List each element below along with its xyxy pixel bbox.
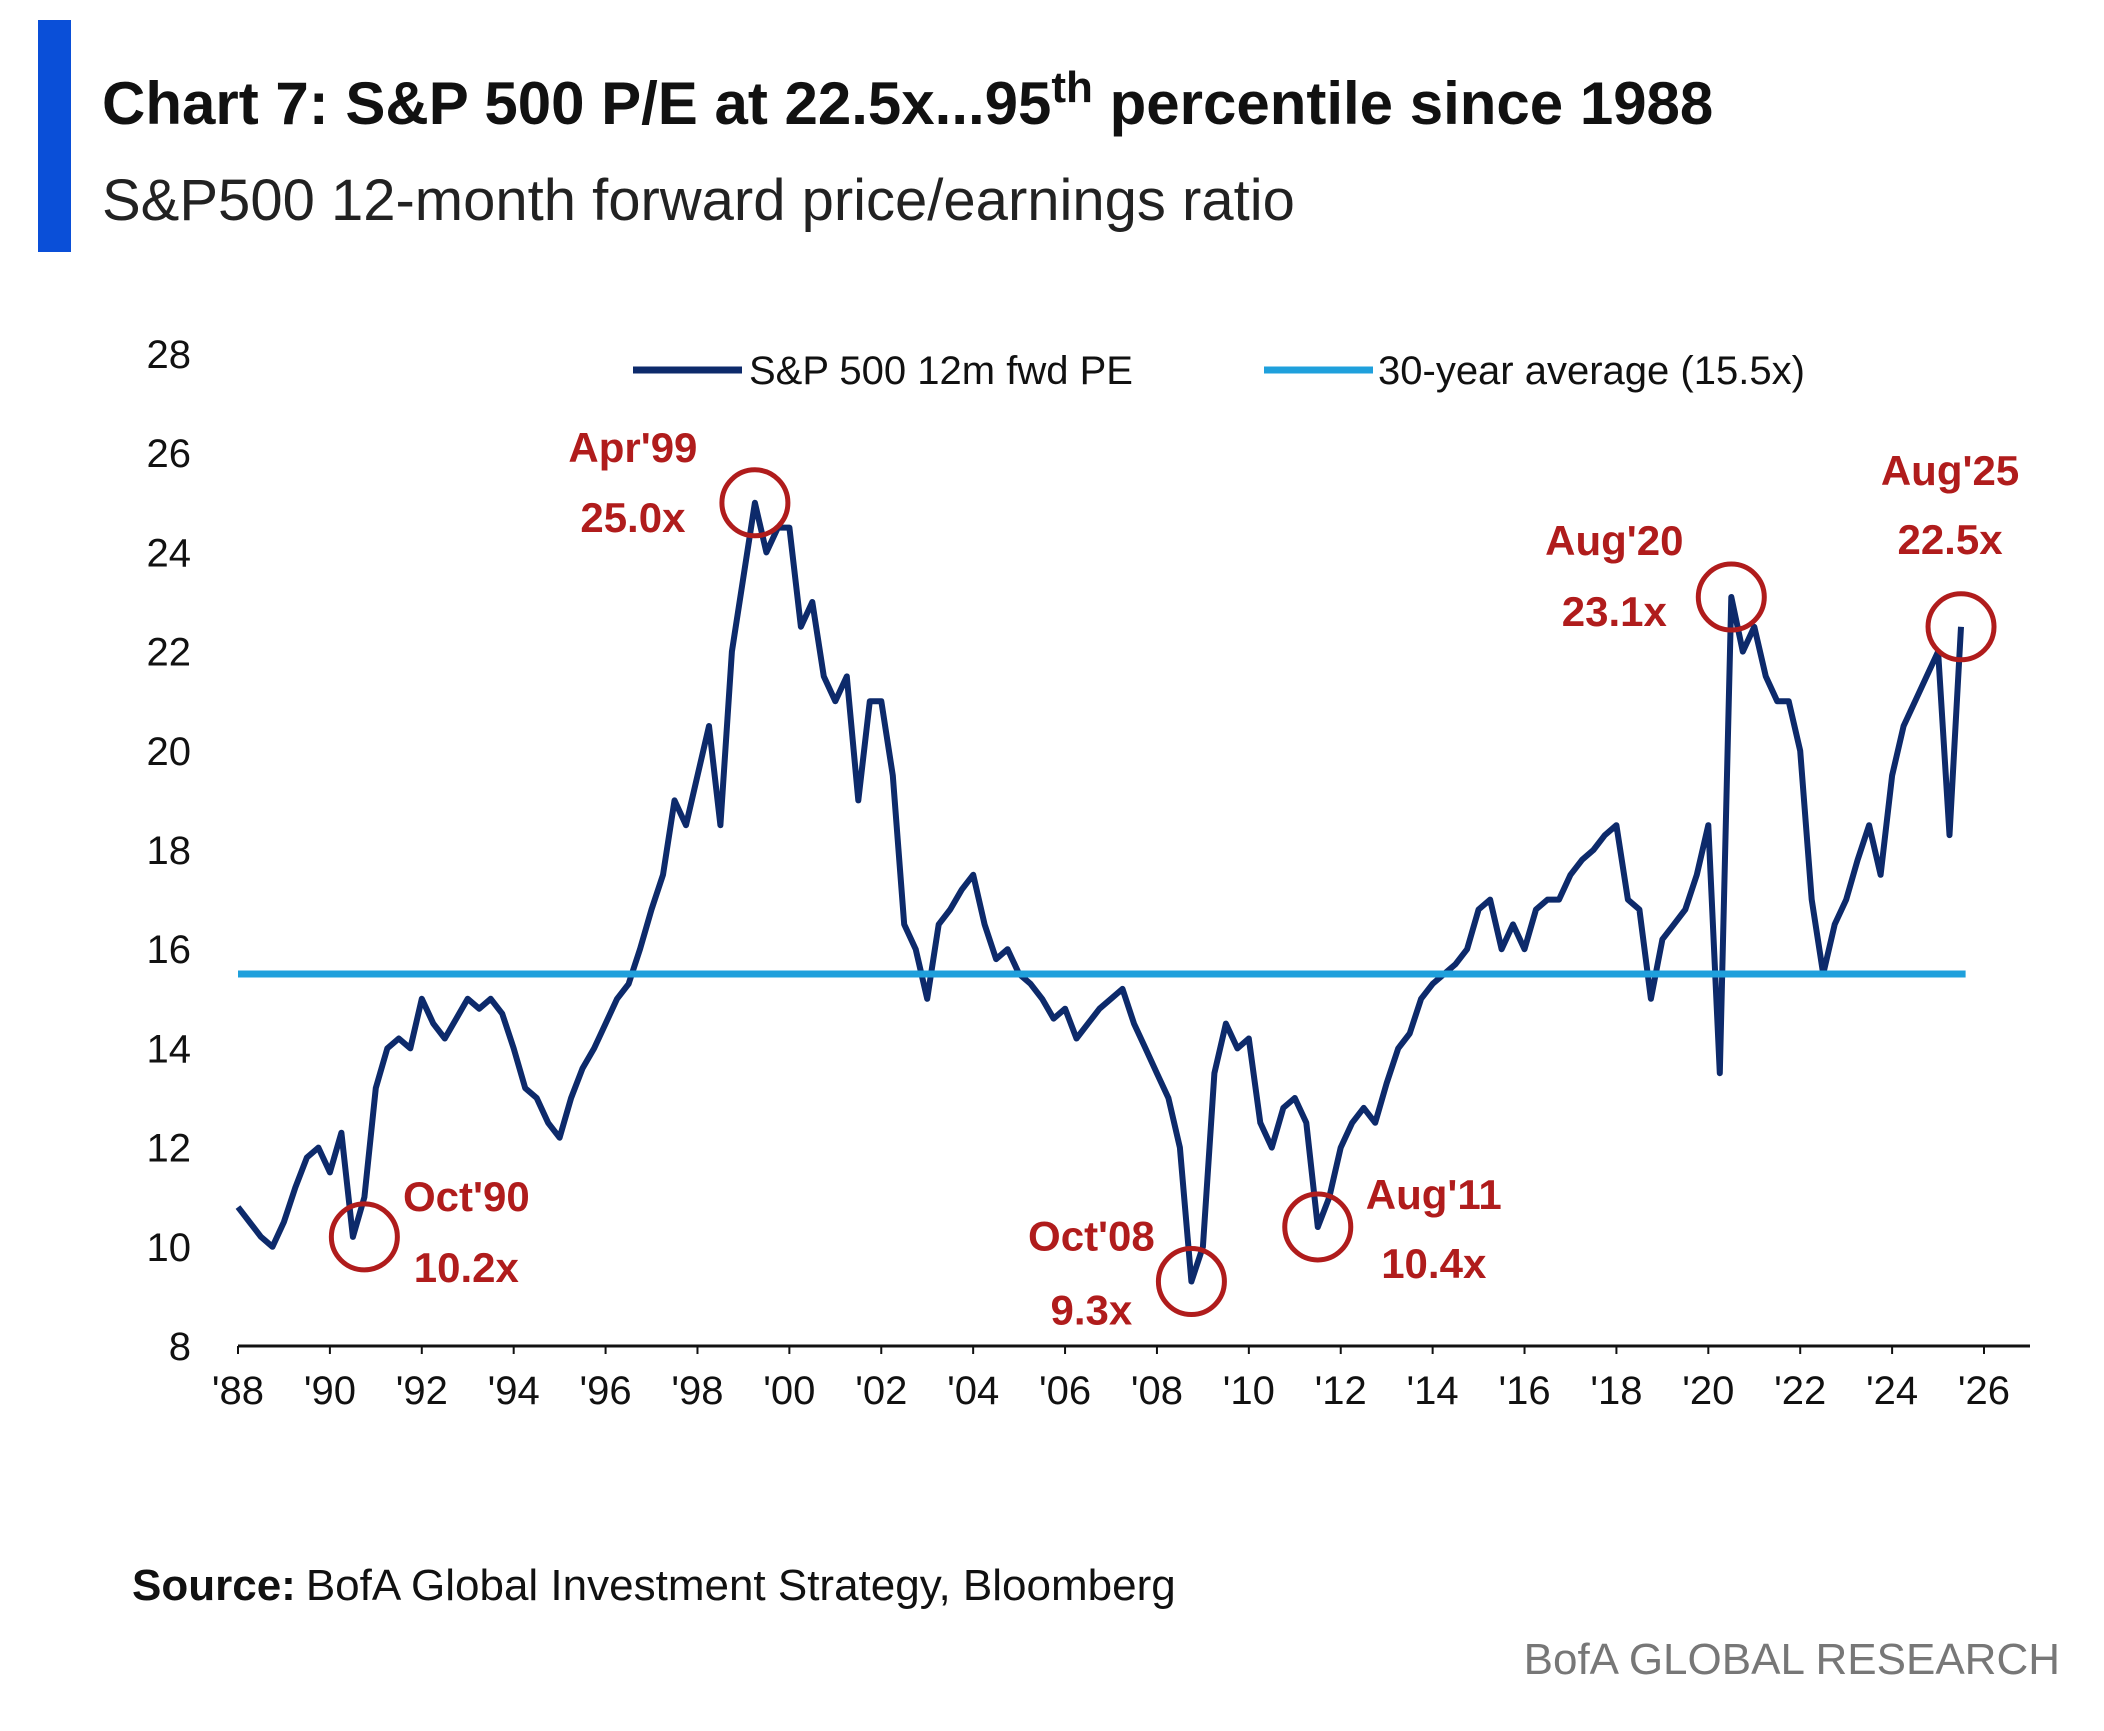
source-label: Source: <box>132 1561 296 1610</box>
annotation-date: Aug'20 <box>1545 517 1683 564</box>
annotation-value: 22.5x <box>1897 516 2003 563</box>
accent-bar <box>38 20 71 252</box>
y-tick-label: 20 <box>147 730 192 774</box>
annotation-date: Aug'11 <box>1366 1171 1502 1218</box>
y-tick-label: 16 <box>147 928 192 972</box>
x-tick-label: '14 <box>1407 1369 1459 1413</box>
x-tick-label: '94 <box>488 1369 540 1413</box>
annotation-circle <box>719 467 791 539</box>
x-tick-label: '96 <box>580 1369 632 1413</box>
x-tick-label: '26 <box>1958 1369 2010 1413</box>
x-tick-label: '24 <box>1866 1369 1918 1413</box>
annotation-circle <box>328 1201 400 1273</box>
y-tick-label: 22 <box>147 631 192 675</box>
x-tick-label: '20 <box>1682 1369 1734 1413</box>
x-tick-label: '02 <box>855 1369 907 1413</box>
x-tick-label: '90 <box>304 1369 356 1413</box>
y-tick-label: 28 <box>147 333 192 377</box>
x-tick-label: '16 <box>1498 1369 1550 1413</box>
annotation-value: 25.0x <box>580 494 686 541</box>
x-tick-label: '88 <box>212 1369 264 1413</box>
x-tick-label: '18 <box>1590 1369 1642 1413</box>
annotation-value: 10.4x <box>1381 1240 1487 1287</box>
annotation-value: 23.1x <box>1562 588 1668 635</box>
legend-label: 30-year average (15.5x) <box>1378 349 1805 393</box>
annotation-date: Apr'99 <box>568 424 697 471</box>
x-tick-label: '08 <box>1131 1369 1183 1413</box>
x-tick-label: '12 <box>1315 1369 1367 1413</box>
y-tick-label: 24 <box>147 531 192 575</box>
title-rest: percentile since 1988 <box>1093 70 1713 137</box>
x-tick-label: '00 <box>763 1369 815 1413</box>
x-tick-label: '04 <box>947 1369 999 1413</box>
annotation-circle <box>1155 1246 1227 1318</box>
annotation-value: 10.2x <box>414 1244 520 1291</box>
x-tick-label: '92 <box>396 1369 448 1413</box>
brand: BofA GLOBAL RESEARCH <box>1524 1635 2060 1684</box>
x-tick-label: '10 <box>1223 1369 1275 1413</box>
annotation-value: 9.3x <box>1051 1287 1133 1334</box>
annotation-circle <box>1282 1191 1354 1263</box>
y-tick-label: 8 <box>169 1325 191 1369</box>
title-superscript: th <box>1051 63 1093 112</box>
plot-area: 8 10 12 14 16 18 20 22 24 26 28 '88 '90 '92 '94 '96 '98 '… <box>147 333 2030 1413</box>
chart-subtitle: S&P500 12-month forward price/earnings r… <box>102 168 1295 233</box>
annotation-date: Oct'08 <box>1028 1213 1155 1260</box>
annotation-date: Oct'90 <box>403 1173 530 1220</box>
x-tick-label: '22 <box>1774 1369 1826 1413</box>
y-tick-label: 10 <box>147 1226 192 1270</box>
y-tick-label: 12 <box>147 1127 192 1171</box>
source: Source: BofA Global Investment Strategy, … <box>132 1561 1176 1610</box>
title-main: Chart 7: S&P 500 P/E at 22.5x...95 <box>102 70 1051 137</box>
x-tick-label: '06 <box>1039 1369 1091 1413</box>
pe-line <box>235 499 1964 1285</box>
chart-title: Chart 7: S&P 500 P/E at 22.5x...95th per… <box>102 63 1713 137</box>
annotation-circle <box>1695 561 1767 633</box>
y-tick-label: 26 <box>147 432 192 476</box>
annotation-circle <box>1925 591 1997 663</box>
y-tick-label: 18 <box>147 829 192 873</box>
x-tick-label: '98 <box>671 1369 723 1413</box>
source-text: BofA Global Investment Strategy, Bloombe… <box>306 1561 1176 1610</box>
annotation-date: Aug'25 <box>1881 447 2019 494</box>
y-tick-label: 14 <box>147 1027 192 1071</box>
legend-label: S&P 500 12m fwd PE <box>749 349 1133 393</box>
